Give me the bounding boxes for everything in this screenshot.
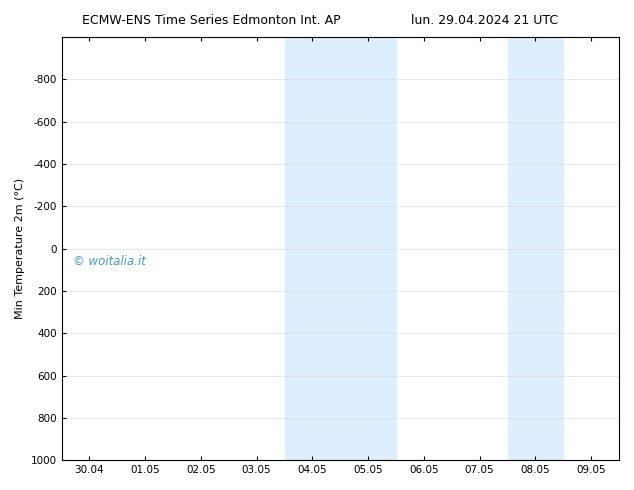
Bar <box>507 37 563 460</box>
Bar <box>285 37 396 460</box>
Text: ECMW-ENS Time Series Edmonton Int. AP: ECMW-ENS Time Series Edmonton Int. AP <box>82 14 341 27</box>
Text: © woitalia.it: © woitalia.it <box>73 255 146 268</box>
Text: lun. 29.04.2024 21 UTC: lun. 29.04.2024 21 UTC <box>411 14 558 27</box>
Y-axis label: Min Temperature 2m (°C): Min Temperature 2m (°C) <box>15 178 25 319</box>
